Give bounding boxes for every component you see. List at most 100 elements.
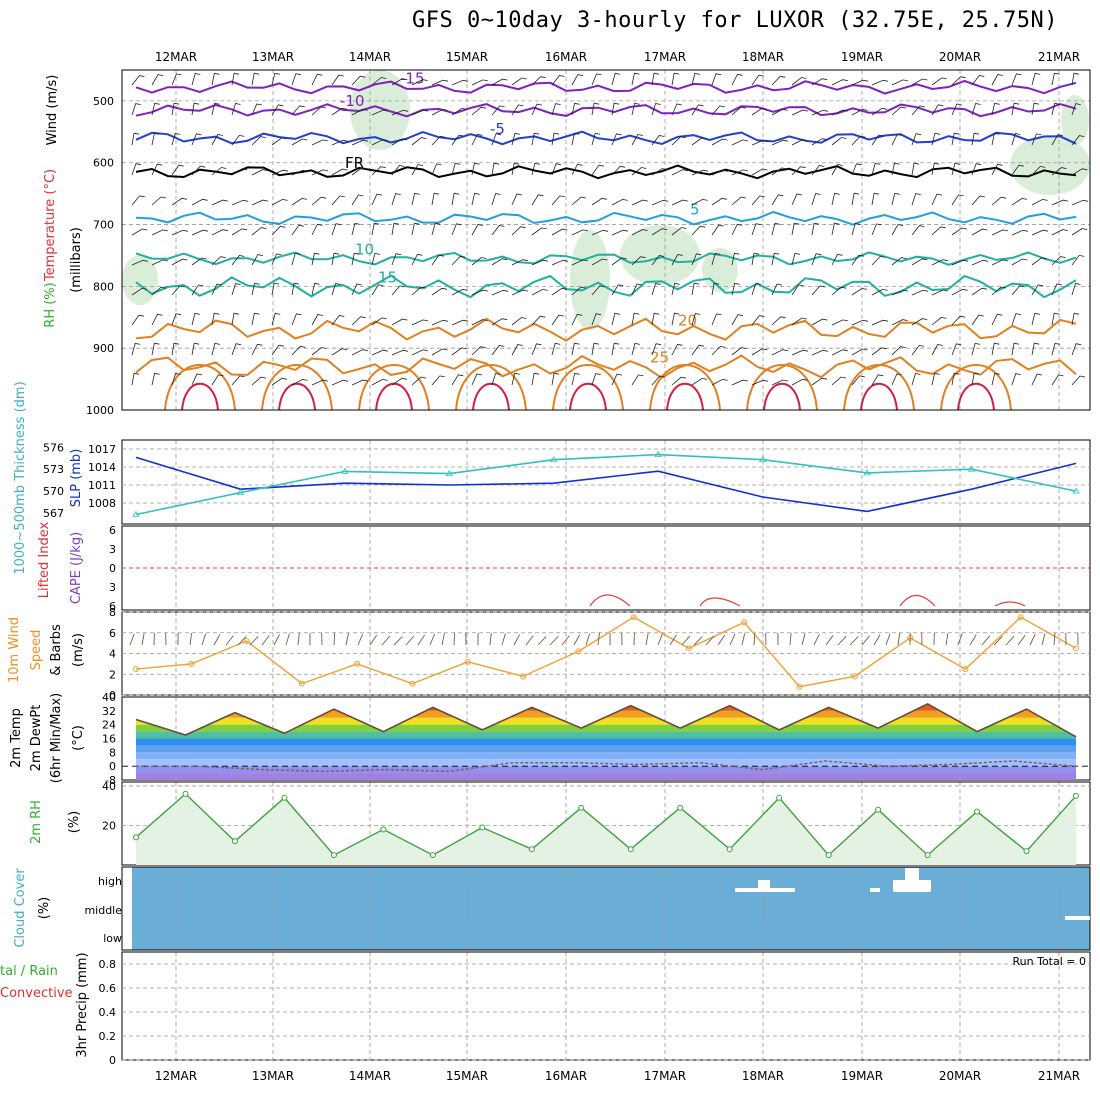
isotherm-label: FR bbox=[345, 154, 364, 172]
wind-barb bbox=[511, 344, 523, 356]
temp-tick-label: 16 bbox=[102, 733, 116, 746]
wind-barb bbox=[831, 349, 848, 356]
wind-barb bbox=[731, 223, 743, 236]
wind-barb bbox=[791, 166, 806, 176]
wind-barb bbox=[711, 73, 722, 86]
wind-barb bbox=[971, 75, 985, 86]
wind-barb bbox=[991, 229, 1008, 236]
wind-barb bbox=[751, 168, 768, 176]
wind-tick-label: 2 bbox=[109, 668, 116, 681]
rh-area bbox=[136, 793, 1076, 865]
wind-barb bbox=[991, 132, 1000, 146]
wind-barb bbox=[351, 222, 360, 236]
wind-barb bbox=[171, 229, 189, 236]
wind-barb bbox=[671, 199, 688, 206]
temp-band bbox=[136, 717, 1076, 725]
wind-barb bbox=[531, 76, 546, 86]
wind10-barb bbox=[1005, 635, 1015, 646]
wind-barb bbox=[871, 79, 889, 86]
wind-barb bbox=[1051, 283, 1062, 296]
wind-barb bbox=[171, 285, 185, 296]
cloud-tick-label: high bbox=[98, 875, 122, 888]
wind-barb bbox=[911, 193, 921, 206]
wind-barb bbox=[411, 79, 428, 86]
wind-barb bbox=[131, 287, 148, 296]
wind-barb bbox=[291, 378, 308, 386]
slp-tick-label: 1017 bbox=[88, 443, 116, 456]
wind-barb bbox=[171, 313, 182, 326]
wind-barb bbox=[831, 164, 843, 176]
dewpoint-line bbox=[136, 760, 1077, 773]
top-date-label: 12MAR bbox=[155, 50, 197, 64]
wind-barb bbox=[611, 284, 624, 296]
wind-barb bbox=[891, 257, 907, 266]
wind-barb bbox=[271, 169, 289, 176]
wind-barb bbox=[991, 313, 1003, 326]
lifted-tick-label: 0 bbox=[109, 562, 116, 575]
wind-barb bbox=[511, 372, 520, 386]
wind-barb bbox=[911, 133, 922, 146]
wind-barb bbox=[911, 225, 925, 236]
wind-barb bbox=[791, 139, 808, 146]
wind-barb bbox=[771, 75, 786, 86]
wind-barb bbox=[511, 226, 526, 236]
wind-barb bbox=[831, 192, 840, 206]
wind-barb bbox=[151, 163, 163, 176]
wind-barb bbox=[811, 349, 829, 356]
top-date-label: 17MAR bbox=[644, 50, 686, 64]
wind-barb bbox=[351, 194, 364, 206]
wind-barb bbox=[771, 379, 788, 386]
wind10-barb bbox=[789, 632, 792, 646]
wind10-barb bbox=[993, 636, 1003, 646]
cloud-label: Cloud Cover bbox=[13, 868, 28, 948]
pressure-tick-label: 700 bbox=[93, 219, 114, 232]
rh-marker bbox=[281, 794, 288, 801]
wind-barb bbox=[731, 169, 748, 176]
wind-barb bbox=[811, 285, 825, 296]
lifted-tick-label: 3 bbox=[109, 581, 116, 594]
wind-barb bbox=[891, 346, 906, 356]
wind-barb bbox=[731, 252, 740, 266]
wind-barb bbox=[131, 132, 140, 146]
wind-barb bbox=[951, 162, 960, 176]
wind-barb bbox=[631, 134, 643, 146]
wind-barb bbox=[891, 192, 900, 206]
wind-barb bbox=[551, 314, 564, 326]
cape-label: CAPE (J/kg) bbox=[69, 532, 84, 604]
wind-barb bbox=[971, 314, 984, 326]
wind10-barb bbox=[573, 634, 581, 646]
wind-barb bbox=[791, 349, 809, 356]
isotherm-label: 25 bbox=[650, 349, 669, 367]
wind-barb bbox=[951, 76, 966, 86]
wind-barb bbox=[751, 315, 765, 326]
wind-barb bbox=[671, 136, 686, 146]
wind-barb bbox=[431, 135, 446, 146]
rh-marker bbox=[133, 834, 139, 841]
wind-barb bbox=[811, 253, 822, 266]
wind-barb bbox=[531, 343, 542, 356]
wind-barb bbox=[531, 103, 542, 116]
wind-barb bbox=[991, 163, 1003, 176]
wind-barb bbox=[911, 162, 920, 176]
temp-tick-label: 0 bbox=[109, 760, 116, 773]
wind-barb bbox=[231, 72, 240, 86]
wind-barb bbox=[1011, 102, 1020, 116]
wind10-barb bbox=[273, 634, 280, 646]
isotherm-label: -10 bbox=[340, 92, 365, 110]
wind-barb bbox=[931, 316, 947, 326]
wind-barb bbox=[1011, 133, 1021, 146]
thickness-marker bbox=[132, 510, 140, 517]
wind-barb bbox=[371, 109, 388, 116]
wind-barb bbox=[491, 162, 500, 176]
wind-speed-marker bbox=[741, 619, 748, 626]
hot-contour bbox=[181, 382, 219, 411]
wind-barb bbox=[131, 228, 148, 236]
wind-barb bbox=[571, 259, 588, 266]
isotherm-label: 20 bbox=[678, 312, 697, 330]
precip-tick-label: 0.8 bbox=[99, 958, 117, 971]
wind10-label-a: 10m Wind bbox=[7, 617, 22, 683]
wind-barb bbox=[1071, 135, 1085, 146]
wind-barb bbox=[411, 349, 428, 356]
wind-barb bbox=[211, 199, 228, 206]
wind10-barb bbox=[957, 633, 963, 646]
